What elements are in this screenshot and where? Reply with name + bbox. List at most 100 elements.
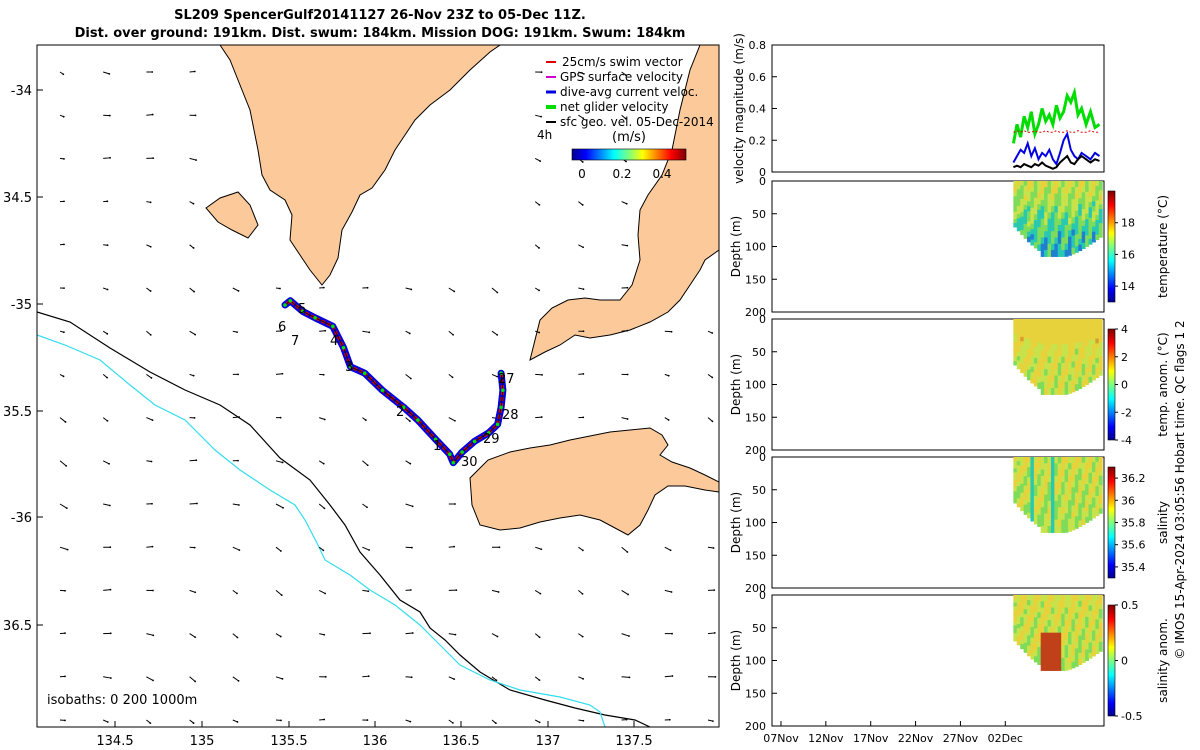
velocity-vector [362, 460, 369, 466]
map-frame [36, 44, 720, 728]
velocity-vector-head [538, 636, 541, 639]
velocity-vector [362, 503, 368, 508]
velocity-vector-head [192, 722, 195, 724]
map-lat-ticks: -34 34.5 -35 35.5 -36 36.5 [3, 84, 43, 634]
velocity-vector-head [626, 418, 629, 420]
velocity-vector-head [582, 288, 585, 291]
velocity-vector [621, 330, 628, 332]
track-point [451, 460, 456, 465]
velocity-vector-head [411, 632, 414, 634]
velocity-vector-head [238, 504, 240, 506]
velocity-vector-head [63, 243, 65, 246]
track-point [499, 405, 503, 410]
velocity-vector-head [496, 333, 499, 336]
track-point [313, 316, 317, 320]
velocity-vector-head [109, 546, 112, 549]
velocity-vector [664, 675, 673, 678]
velocity-vector [405, 417, 411, 422]
velocity-vector-head [194, 636, 197, 639]
velocity-vector-head [150, 460, 153, 463]
lat-tick-label: -36 [11, 511, 32, 526]
velocity-vector-head [108, 72, 111, 75]
velocity-vector [621, 633, 630, 637]
chart-subtitle: Dist. over ground: 191km. Dist. swum: 18… [74, 26, 686, 41]
velocity-vector [103, 503, 110, 506]
velocity-vector [232, 676, 239, 682]
velocity-vector-head [455, 589, 458, 591]
velocity-vector-head [63, 200, 65, 203]
velocity-vector-head [322, 373, 325, 376]
velocity-vector-head [582, 677, 585, 680]
velocity-vector-head [451, 722, 454, 724]
lon-tick-label: 137 [536, 734, 561, 749]
velocity-vector-head [323, 718, 326, 721]
velocity-vector [448, 330, 454, 336]
velocity-vector-head [626, 551, 629, 553]
velocity-vector [189, 633, 196, 638]
lon-tick-label: 136 [363, 734, 388, 749]
velocity-vector-head [624, 117, 627, 120]
velocity-vector-head [238, 416, 240, 418]
track-point [501, 388, 505, 393]
velocity-vector [707, 546, 714, 549]
velocity-vector-head [366, 719, 369, 721]
velocity-vector-head [280, 719, 282, 722]
velocity-vector-head [494, 722, 497, 725]
velocity-vector [535, 114, 542, 118]
velocity-vector [362, 546, 370, 551]
velocity-vector-head [454, 633, 457, 636]
velocity-vector [189, 157, 197, 161]
day-label: 30 [461, 455, 478, 470]
velocity-vector [59, 460, 67, 467]
track-point [288, 298, 293, 303]
velocity-vector-head [64, 632, 66, 635]
velocity-vector-head [712, 547, 715, 549]
velocity-vector [103, 71, 110, 75]
velocity-vector-head [194, 591, 197, 594]
velocity-vector [189, 502, 198, 505]
velocity-vector [491, 633, 498, 637]
velocity-vector-head [453, 545, 456, 548]
velocity-vector [275, 546, 282, 552]
velocity-vector [362, 675, 369, 678]
velocity-vector-head [539, 592, 542, 595]
track-point [362, 371, 367, 376]
velocity-vector [405, 632, 413, 635]
velocity-vector [362, 330, 370, 333]
velocity-vector [405, 374, 412, 379]
velocity-vector-head [281, 461, 284, 464]
velocity-vector-head [279, 416, 282, 419]
velocity-vector [189, 287, 195, 293]
velocity-vector-head [280, 330, 283, 332]
velocity-vector-head [151, 113, 154, 116]
velocity-vector-head [581, 161, 584, 163]
velocity-vector-head [671, 675, 674, 677]
day-label: 6 [278, 320, 286, 335]
velocity-vector-head [108, 462, 110, 465]
map-layers [37, 45, 719, 727]
velocity-vector-head [322, 549, 325, 552]
velocity-vector [275, 373, 283, 375]
velocity-vector-head [62, 331, 65, 334]
velocity-vector-head [409, 462, 412, 465]
velocity-vector-head [538, 331, 541, 334]
velocity-vector-head [194, 114, 197, 117]
lon-tick-label: 135 [190, 734, 215, 749]
velocity-vector-head [627, 593, 629, 596]
track-point [348, 365, 353, 369]
velocity-vector-head [408, 420, 411, 423]
velocity-vector [103, 157, 111, 159]
velocity-vector [232, 503, 239, 506]
velocity-vector-head [539, 160, 542, 163]
velocity-vector-head [496, 635, 499, 638]
colorbar-tick: 0.2 [612, 167, 631, 181]
track-day-labels: 1 2 3 4 5 6 7 27 28 29 30 [278, 302, 519, 470]
day-label: 27 [498, 372, 515, 387]
velocity-vector-head [367, 675, 370, 678]
velocity-vector-head [281, 372, 284, 375]
velocity-vector-head [667, 419, 670, 421]
velocity-vector-head [626, 373, 629, 376]
velocity-vector-head [540, 548, 543, 551]
velocity-vector [578, 114, 584, 119]
velocity-vector-head [192, 202, 195, 205]
